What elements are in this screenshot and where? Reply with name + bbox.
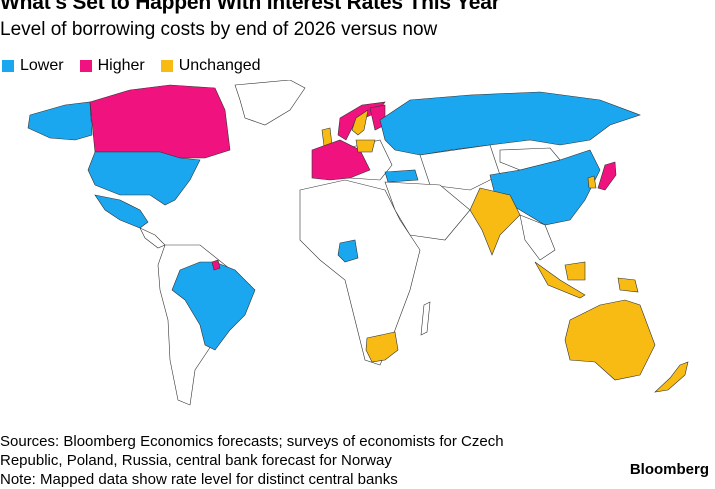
nigeria	[337, 239, 359, 263]
footer: Sources: Bloomberg Economics forecasts; …	[0, 432, 504, 489]
legend-swatch-unchanged	[160, 60, 173, 72]
legend-label: Unchanged	[178, 57, 261, 74]
legend: Lower Higher Unchanged	[2, 57, 261, 75]
japan	[597, 161, 617, 191]
central-asia	[419, 144, 501, 191]
legend-label: Higher	[97, 57, 145, 74]
russia	[379, 91, 641, 156]
alaska	[27, 101, 93, 141]
chart-subtitle: Level of borrowing costs by end of 2026 …	[0, 19, 438, 40]
euro-area	[311, 139, 371, 181]
indonesia	[534, 261, 639, 299]
legend-item-unchanged: Unchanged	[160, 57, 261, 75]
mexico	[94, 194, 149, 229]
sweden	[351, 109, 369, 136]
world-map	[27, 80, 689, 406]
sources-line-2: Republic, Poland, Russia, central bank f…	[0, 452, 392, 469]
note: Note: Mapped data show rate level for di…	[0, 471, 398, 488]
india	[469, 187, 521, 256]
legend-item-higher: Higher	[79, 57, 145, 75]
chart-title: What's Set to Happen With Interest Rates…	[0, 0, 500, 14]
legend-label: Lower	[20, 57, 64, 74]
south-africa	[365, 331, 399, 363]
madagascar	[420, 301, 431, 336]
new-zealand	[654, 361, 689, 393]
french-guiana	[211, 259, 221, 271]
canada	[89, 84, 231, 159]
legend-item-lower: Lower	[2, 57, 64, 75]
legend-swatch-higher	[79, 60, 92, 72]
bloomberg-logo: Bloomberg	[629, 461, 709, 478]
united-states	[87, 151, 201, 206]
southeast-asia	[519, 214, 556, 261]
greenland	[234, 80, 306, 126]
south-korea	[587, 175, 597, 189]
turkey	[384, 169, 419, 183]
central-america	[139, 227, 166, 249]
legend-swatch-lower	[2, 60, 14, 72]
sources-line-1: Sources: Bloomberg Economics forecasts; …	[0, 433, 504, 450]
australia	[564, 299, 656, 381]
poland	[355, 139, 376, 153]
